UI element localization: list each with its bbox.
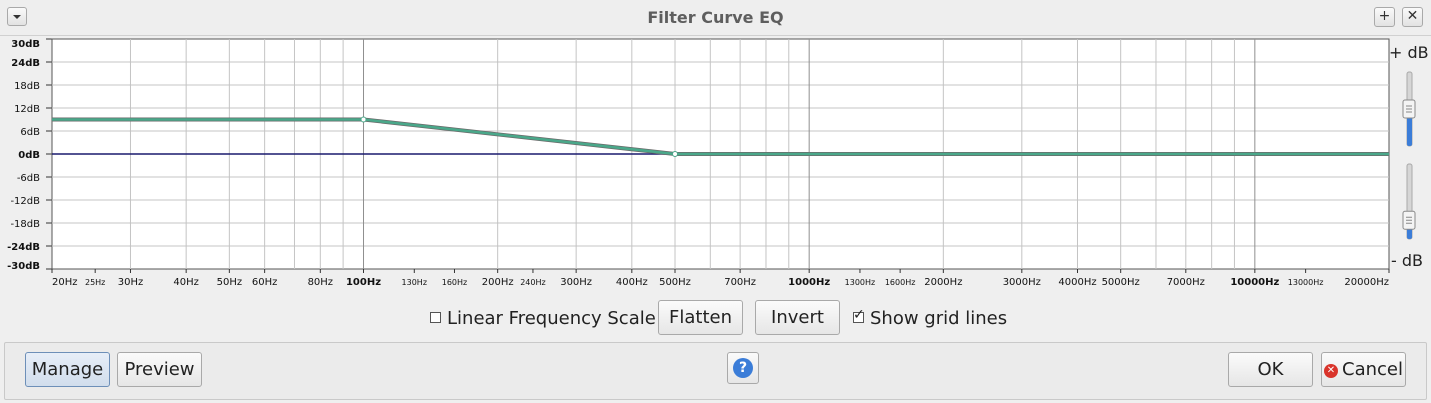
grid-lines-checkbox[interactable]: ✓ Show grid lines xyxy=(853,308,1007,329)
freq-tick-label: 30Hz xyxy=(118,277,144,288)
help-button[interactable]: ? xyxy=(727,352,759,384)
db-tick-label: -18dB xyxy=(10,219,40,230)
freq-tick-label: 200Hz xyxy=(482,277,514,288)
close-button[interactable]: ✕ xyxy=(1402,7,1423,27)
cancel-label: Cancel xyxy=(1342,359,1403,380)
db-tick-label: 18dB xyxy=(14,81,40,92)
checkmark-icon: ✓ xyxy=(853,307,865,323)
eq-chart-area: 30dB 24dB 18dB 12dB 6dB 0dB -6dB -12dB -18dB -24d… xyxy=(0,36,1431,290)
plus-db-label: + dB xyxy=(1389,43,1429,62)
freq-tick-label: 50Hz xyxy=(217,277,243,288)
dialog-button-bar xyxy=(4,342,1427,400)
freq-tick-label: 2000Hz xyxy=(924,277,962,288)
close-icon: ✕ xyxy=(1406,8,1419,24)
minus-db-label: - dB xyxy=(1391,251,1423,270)
db-tick-label: -30dB xyxy=(7,261,40,272)
db-tick-label: -24dB xyxy=(7,242,40,253)
help-icon: ? xyxy=(733,358,753,378)
grid-lines-checkbox-box[interactable]: ✓ xyxy=(853,308,865,323)
db-tick-label: -6dB xyxy=(17,173,40,184)
freq-tick-label: 1000Hz xyxy=(788,277,830,288)
window-title: Filter Curve EQ xyxy=(647,8,784,27)
freq-tick-label: 60Hz xyxy=(252,277,278,288)
eq-control-point[interactable] xyxy=(672,151,679,157)
manage-button[interactable]: Manage xyxy=(25,352,110,387)
db-range-slider-top[interactable] xyxy=(1402,71,1416,147)
freq-tick-label: 7000Hz xyxy=(1167,277,1205,288)
eq-control-point[interactable] xyxy=(360,116,367,123)
freq-tick-label: 25Hz xyxy=(85,278,105,287)
freq-tick-label: 1600Hz xyxy=(885,278,916,287)
freq-tick-label: 20Hz xyxy=(52,277,78,288)
invert-button[interactable]: Invert xyxy=(755,300,840,335)
freq-tick-label: 80Hz xyxy=(308,277,334,288)
linear-scale-checkbox-box[interactable] xyxy=(430,312,441,323)
cancel-icon: ✕ xyxy=(1324,364,1338,378)
linear-scale-checkbox[interactable]: Linear Frequency Scale xyxy=(430,308,656,329)
eq-curve-chart[interactable]: 30dB 24dB 18dB 12dB 6dB 0dB -6dB -12dB -18dB -24d… xyxy=(0,36,1431,290)
db-tick-label: 12dB xyxy=(14,104,40,115)
eq-controls-row: Linear Frequency Scale Flatten Invert ✓ S… xyxy=(0,300,1431,336)
freq-tick-label: 3000Hz xyxy=(1003,277,1041,288)
linear-scale-label: Linear Frequency Scale xyxy=(447,308,656,329)
freq-tick-label: 13000Hz xyxy=(1288,278,1324,287)
flatten-button[interactable]: Flatten xyxy=(658,300,743,335)
db-tick-label: 24dB xyxy=(11,58,40,69)
freq-tick-label: 240Hz xyxy=(520,278,545,287)
freq-tick-label: 20000Hz xyxy=(1344,277,1389,288)
db-tick-label: 30dB xyxy=(11,39,40,50)
ok-button[interactable]: OK xyxy=(1228,352,1313,387)
db-tick-label: -12dB xyxy=(10,196,40,207)
window-menu-button[interactable] xyxy=(7,7,27,26)
freq-tick-label: 400Hz xyxy=(616,277,648,288)
db-range-slider-bottom[interactable] xyxy=(1402,163,1416,240)
freq-tick-label: 1300Hz xyxy=(845,278,876,287)
db-tick-label: 0dB xyxy=(18,150,40,161)
freq-tick-label: 40Hz xyxy=(173,277,199,288)
freq-tick-label: 700Hz xyxy=(724,277,756,288)
freq-tick-label: 300Hz xyxy=(560,277,592,288)
freq-tick-label: 160Hz xyxy=(442,278,467,287)
preview-button[interactable]: Preview xyxy=(117,352,202,387)
maximize-button[interactable]: + xyxy=(1374,7,1395,27)
eq-curve-line[interactable] xyxy=(52,118,1389,156)
freq-tick-label: 4000Hz xyxy=(1058,277,1096,288)
freq-tick-label: 5000Hz xyxy=(1102,277,1140,288)
freq-tick-label: 500Hz xyxy=(659,277,691,288)
db-tick-label: 6dB xyxy=(20,127,40,138)
grid-lines-label: Show grid lines xyxy=(870,308,1008,329)
title-bar: Filter Curve EQ + ✕ xyxy=(0,0,1431,36)
freq-tick-label: 10000Hz xyxy=(1230,277,1279,288)
freq-tick-label: 130Hz xyxy=(402,278,427,287)
cancel-button[interactable]: ✕ Cancel xyxy=(1321,352,1406,387)
freq-tick-label: 100Hz xyxy=(346,277,381,288)
